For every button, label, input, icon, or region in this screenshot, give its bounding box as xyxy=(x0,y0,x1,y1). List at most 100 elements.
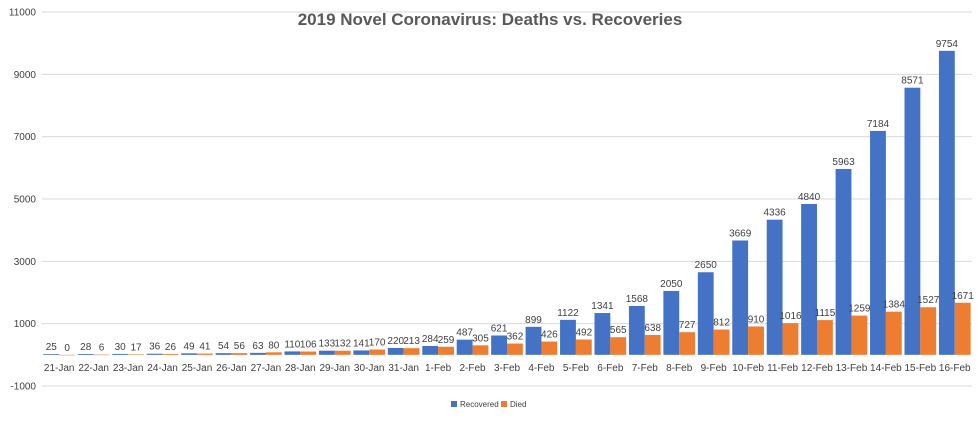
x-tick-label: 27-Jan xyxy=(251,363,282,374)
bar-died-13-feb xyxy=(851,315,868,355)
y-tick-label: 11000 xyxy=(9,8,37,19)
legend-label-recovered: Recovered xyxy=(460,400,499,409)
bar-died-27-jan xyxy=(265,352,282,355)
x-tick-label: 10-Feb xyxy=(732,363,764,374)
data-label-died: 1384 xyxy=(883,300,906,311)
bar-recovered-12-feb xyxy=(801,203,817,355)
data-label-recovered: 4336 xyxy=(764,208,787,219)
bar-recovered-11-feb xyxy=(766,219,783,355)
bar-recovered-31-jan xyxy=(387,347,404,355)
bar-recovered-23-jan xyxy=(112,353,129,355)
data-label-died: 727 xyxy=(679,320,696,331)
data-label-recovered: 36 xyxy=(149,342,161,353)
data-label-died: 1671 xyxy=(952,291,975,302)
x-tick-label: 22-Jan xyxy=(78,363,109,374)
bar-died-24-jan xyxy=(162,354,179,355)
data-label-died: 910 xyxy=(748,314,765,325)
bar-recovered-16-feb xyxy=(938,50,955,355)
data-label-died: 362 xyxy=(507,332,524,343)
x-tick-label: 14-Feb xyxy=(870,363,902,374)
data-label-recovered: 5963 xyxy=(832,157,855,168)
data-label-recovered: 284 xyxy=(422,334,439,345)
bar-recovered-24-jan xyxy=(146,353,163,355)
x-tick-label: 8-Feb xyxy=(666,363,693,374)
data-label-died: 6 xyxy=(99,343,105,354)
data-label-recovered: 3669 xyxy=(729,228,752,239)
data-label-died: 492 xyxy=(575,327,592,338)
bar-recovered-6-feb xyxy=(594,313,611,355)
bar-died-28-jan xyxy=(300,351,317,355)
data-label-died: 56 xyxy=(234,341,246,352)
x-tick-label: 21-Jan xyxy=(44,363,75,374)
data-label-recovered: 141 xyxy=(353,338,370,349)
bar-recovered-30-jan xyxy=(353,350,370,355)
bar-recovered-1-feb xyxy=(422,345,439,355)
bar-recovered-7-feb xyxy=(628,305,645,355)
bar-died-29-jan xyxy=(334,350,351,355)
bar-recovered-28-jan xyxy=(284,351,301,355)
data-label-recovered: 30 xyxy=(115,342,127,353)
data-label-died: 259 xyxy=(438,335,455,346)
bar-died-12-feb xyxy=(817,320,833,355)
data-label-recovered: 63 xyxy=(252,341,264,352)
x-tick-label: 6-Feb xyxy=(597,363,624,374)
data-label-died: 1016 xyxy=(779,311,802,322)
data-label-died: 0 xyxy=(64,343,70,354)
bar-died-14-feb xyxy=(885,311,902,355)
bar-recovered-14-feb xyxy=(870,130,886,355)
bar-recovered-10-feb xyxy=(732,240,749,355)
data-label-died: 1527 xyxy=(917,295,940,306)
grid-layer xyxy=(42,11,972,387)
data-label-recovered: 28 xyxy=(80,342,92,353)
data-label-recovered: 49 xyxy=(184,341,196,352)
x-tick-label: 15-Feb xyxy=(904,363,936,374)
x-tick-label: 31-Jan xyxy=(388,363,419,374)
bar-died-1-feb xyxy=(438,346,454,355)
bar-recovered-5-feb xyxy=(560,319,576,355)
x-tick-label: 24-Jan xyxy=(147,363,178,374)
bar-died-25-jan xyxy=(197,353,213,355)
data-label-recovered: 54 xyxy=(218,341,230,352)
y-tick-label: 7000 xyxy=(14,132,37,143)
bar-recovered-22-jan xyxy=(77,353,94,355)
data-label-recovered: 9754 xyxy=(936,39,959,50)
bar-died-5-feb xyxy=(575,339,592,355)
x-tick-label: 2-Feb xyxy=(459,363,486,374)
data-label-died: 17 xyxy=(130,342,142,353)
x-tick-label: 25-Jan xyxy=(182,363,213,374)
x-tick-label: 7-Feb xyxy=(632,363,659,374)
data-label-recovered: 133 xyxy=(319,339,336,350)
bar-died-16-feb xyxy=(954,302,971,355)
bar-recovered-26-jan xyxy=(215,353,232,355)
bar-died-8-feb xyxy=(679,332,696,355)
x-tick-label: 26-Jan xyxy=(216,363,247,374)
y-tick-label: 5000 xyxy=(14,195,37,206)
bar-died-22-jan xyxy=(93,354,110,356)
bar-died-30-jan xyxy=(369,349,386,355)
x-tick-label: 3-Feb xyxy=(494,363,521,374)
data-label-recovered: 8571 xyxy=(901,76,924,87)
bar-died-2-feb xyxy=(472,345,489,355)
data-label-died: 41 xyxy=(199,342,211,353)
x-tick-label: 13-Feb xyxy=(836,363,868,374)
data-label-died: 638 xyxy=(644,323,661,334)
bar-died-3-feb xyxy=(507,343,523,355)
data-label-died: 80 xyxy=(268,340,280,351)
bar-recovered-13-feb xyxy=(835,168,852,355)
data-label-recovered: 1122 xyxy=(557,308,579,319)
bar-died-21-jan xyxy=(59,354,76,356)
data-label-recovered: 220 xyxy=(387,336,404,347)
y-tick-label: 1000 xyxy=(14,319,37,330)
x-tick-label: 4-Feb xyxy=(528,363,555,374)
bar-died-9-feb xyxy=(713,329,730,355)
bar-died-4-feb xyxy=(541,341,558,355)
bar-died-11-feb xyxy=(782,323,799,355)
bar-died-15-feb xyxy=(920,307,937,355)
data-label-died: 1115 xyxy=(815,308,836,319)
x-tick-label: 23-Jan xyxy=(113,363,144,374)
data-label-recovered: 2650 xyxy=(695,260,718,271)
data-label-recovered: 4840 xyxy=(798,192,821,203)
bar-recovered-29-jan xyxy=(318,350,335,355)
